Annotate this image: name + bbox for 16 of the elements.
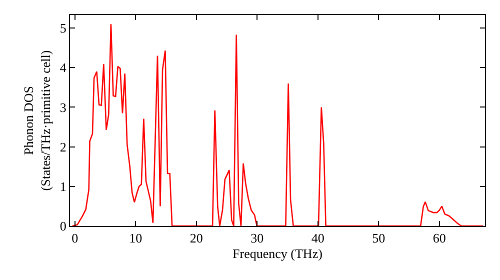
line-series: [72, 23, 484, 226]
x-tick-label: 0: [72, 230, 78, 246]
y-tick-label: 3: [60, 100, 66, 115]
x-tick-label: 40: [311, 230, 324, 246]
x-tick-label: 50: [372, 230, 386, 246]
y-tick-label: 1: [60, 178, 66, 194]
x-tick-label: 60: [432, 230, 446, 246]
x-tick-label: 10: [129, 230, 142, 246]
y-tick-label: 2: [60, 139, 66, 154]
y-axis-title: Phonon DOS (States/THz·primitive cell): [20, 50, 53, 191]
y-tick-label: 5: [60, 20, 66, 36]
x-tick-label: 20: [190, 230, 203, 246]
y-tick-label: 0: [60, 218, 66, 234]
y-tick-label: 4: [60, 60, 67, 76]
x-axis-title: Frequency (THz): [232, 246, 322, 262]
x-tick-label: 30: [250, 230, 264, 246]
